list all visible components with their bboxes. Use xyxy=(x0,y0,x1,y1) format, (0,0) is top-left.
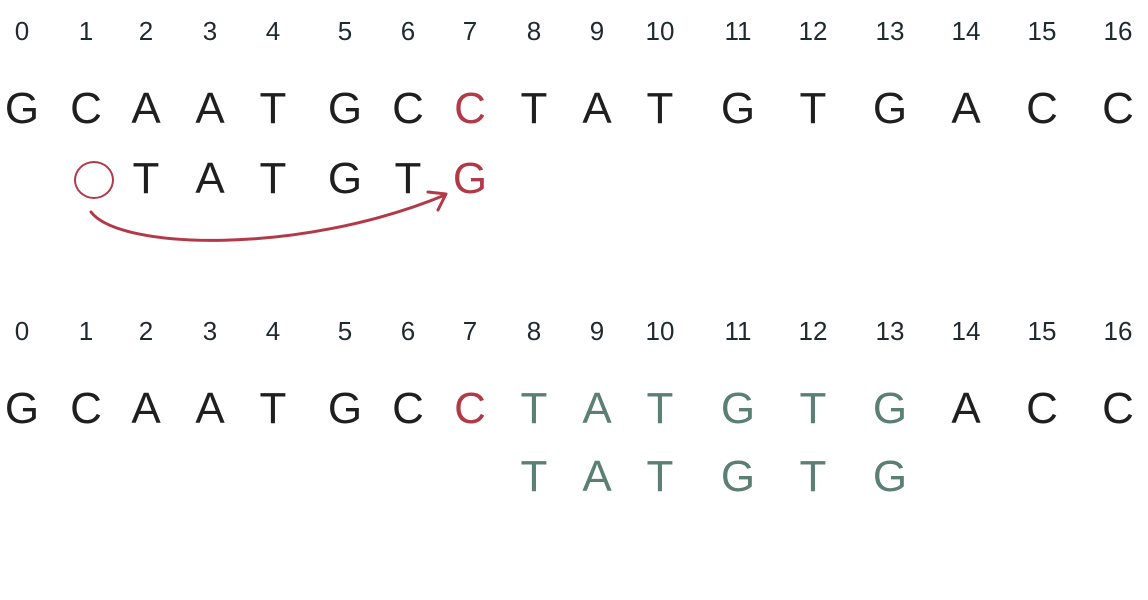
text-base: G xyxy=(5,384,39,434)
text-base: C xyxy=(454,384,486,434)
index-label: 4 xyxy=(266,316,280,347)
text-base: C xyxy=(1026,384,1058,434)
text-base: A xyxy=(131,384,160,434)
index-label: 12 xyxy=(799,316,828,347)
text-base: G xyxy=(721,384,755,434)
index-label: 10 xyxy=(646,316,675,347)
index-label: 16 xyxy=(1104,316,1133,347)
text-base: G xyxy=(328,384,362,434)
text-base: T xyxy=(521,384,548,434)
index-label: 7 xyxy=(463,316,477,347)
index-label: 6 xyxy=(401,316,415,347)
text-base: C xyxy=(1102,384,1134,434)
index-label: 9 xyxy=(590,316,604,347)
text-base: T xyxy=(647,384,674,434)
text-base: T xyxy=(260,384,287,434)
index-label: 0 xyxy=(15,316,29,347)
shift-arrow-curve xyxy=(91,195,445,240)
index-label: 2 xyxy=(139,316,153,347)
text-base: A xyxy=(582,384,611,434)
text-base: G xyxy=(873,384,907,434)
text-base: A xyxy=(951,384,980,434)
index-label: 15 xyxy=(1028,316,1057,347)
index-label: 1 xyxy=(79,316,93,347)
index-label: 13 xyxy=(876,316,905,347)
index-label: 8 xyxy=(527,316,541,347)
index-label: 5 xyxy=(338,316,352,347)
text-base: T xyxy=(800,384,827,434)
pattern-base: G xyxy=(873,452,907,502)
text-base: C xyxy=(70,384,102,434)
pattern-base: G xyxy=(721,452,755,502)
pattern-base: T xyxy=(647,452,674,502)
pattern-base: T xyxy=(800,452,827,502)
text-base: C xyxy=(392,384,424,434)
text-base: A xyxy=(195,384,224,434)
pattern-base: T xyxy=(521,452,548,502)
index-label: 14 xyxy=(952,316,981,347)
index-label: 3 xyxy=(203,316,217,347)
index-label: 11 xyxy=(725,316,752,347)
pattern-base: A xyxy=(582,452,611,502)
